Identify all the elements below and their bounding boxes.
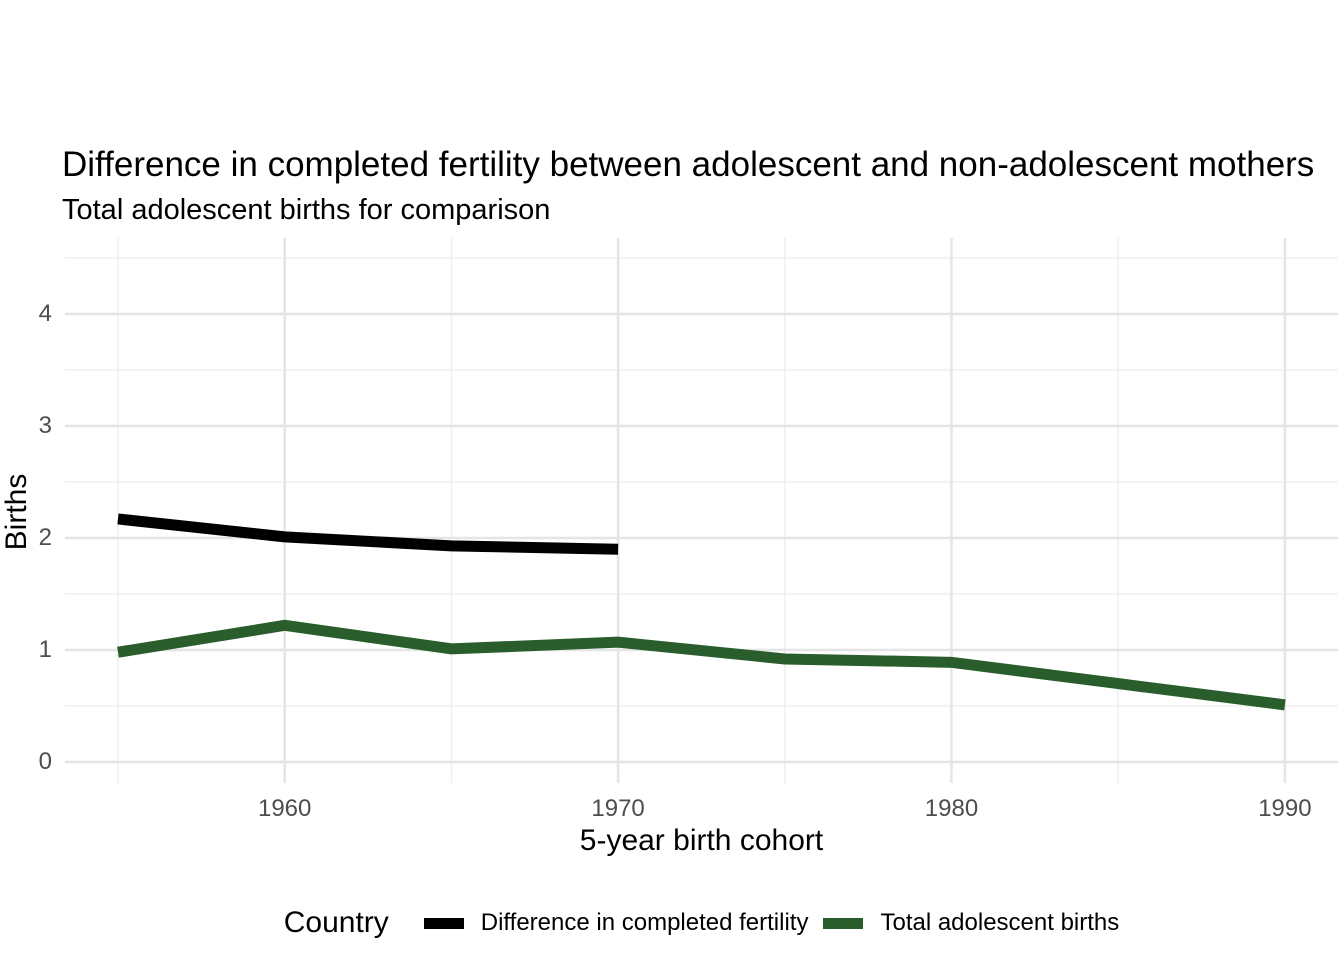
x-tick-label: 1980 [924,795,979,822]
y-tick-label: 1 [38,636,52,663]
plot-panel [65,238,1338,783]
series-line-0 [117,513,619,555]
chart-title: Difference in completed fertility betwee… [62,145,1315,184]
chart-subtitle: Total adolescent births for comparison [62,194,551,226]
series-line-1 [117,619,1286,711]
legend-label: Difference in completed fertility [480,909,809,936]
y-tick-label: 3 [38,412,52,439]
legend-label: Total adolescent births [880,909,1120,936]
legend-item: Total adolescent births [823,909,1119,937]
legend-title: Country [283,906,389,939]
x-tick-label: 1960 [257,795,312,822]
y-axis-title: Births [0,473,33,551]
legend-swatch-icon [823,917,864,929]
y-tick-label: 4 [38,300,52,327]
x-tick-label: 1990 [1258,795,1312,822]
y-tick-label: 2 [38,524,52,551]
y-tick-label: 0 [38,748,52,775]
x-tick-label: 1970 [591,795,645,822]
legend-swatch-icon [423,917,464,929]
legend-items: Difference in completed fertility Total a… [409,909,1119,937]
legend: Country Difference in completed fertilit… [65,902,1338,944]
legend-item: Difference in completed fertility [423,909,809,937]
x-axis-title: 5-year birth cohort [579,824,824,857]
